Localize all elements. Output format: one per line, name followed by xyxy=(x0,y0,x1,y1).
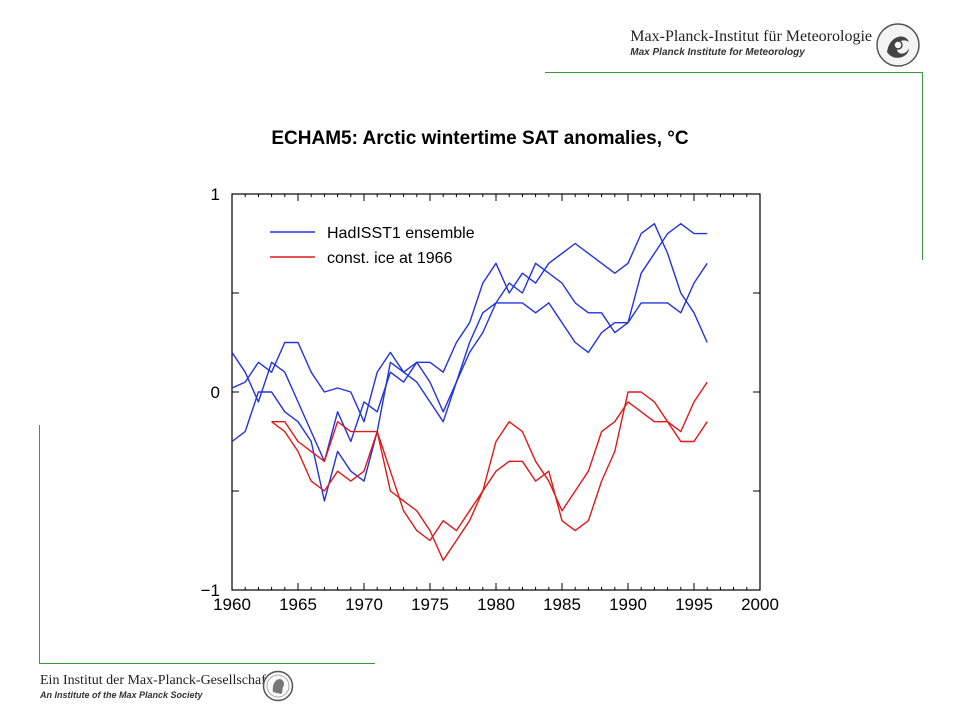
footer-rule-horizontal xyxy=(39,663,375,664)
series-line-2 xyxy=(231,262,708,423)
y-tick-label: −1 xyxy=(201,581,220,600)
society-name-german: Ein Institut der Max-Planck-Gesellschaft xyxy=(40,673,270,688)
axis-ticks xyxy=(231,193,761,591)
x-tick-label: 1970 xyxy=(345,595,383,614)
institute-header: Max-Planck-Institut für Meteorologie Max… xyxy=(630,28,872,58)
legend-label: HadISST1 ensemble xyxy=(327,225,475,242)
y-tick-label: 0 xyxy=(211,383,220,402)
series-line-3 xyxy=(231,222,708,502)
y-tick-labels: 1 0 −1 xyxy=(201,185,220,600)
x-tick-label: 1995 xyxy=(675,595,713,614)
x-tick-label: 1980 xyxy=(477,595,515,614)
plot-frame xyxy=(231,193,761,591)
x-tick-label: 1985 xyxy=(543,595,581,614)
x-tick-label: 1990 xyxy=(609,595,647,614)
header-rule-horizontal xyxy=(545,72,923,73)
society-footer: Ein Institut der Max-Planck-Gesellschaft… xyxy=(40,673,270,700)
x-tick-label: 2000 xyxy=(741,595,779,614)
series-lines xyxy=(231,222,708,561)
footer-rule-vertical xyxy=(39,425,40,664)
legend: HadISST1 ensemble const. ice at 1966 xyxy=(270,225,475,267)
legend-label: const. ice at 1966 xyxy=(327,250,453,267)
society-name-english: An Institute of the Max Planck Society xyxy=(40,690,203,700)
x-tick-label: 1975 xyxy=(411,595,449,614)
max-planck-society-seal xyxy=(262,670,294,702)
series-line-5 xyxy=(271,391,708,542)
mpi-meteorology-logo xyxy=(876,23,920,67)
institute-name-german: Max-Planck-Institut für Meteorologie xyxy=(630,28,872,45)
x-tick-label: 1960 xyxy=(213,595,251,614)
series-line-4 xyxy=(271,381,708,561)
y-tick-label: 1 xyxy=(211,185,220,204)
x-tick-labels: 1960 1965 1970 1975 1980 1985 1990 1995 2000 xyxy=(213,595,779,614)
institute-name-english: Max Planck Institute for Meteorology xyxy=(630,47,805,58)
series-line-1 xyxy=(231,222,708,462)
x-tick-label: 1965 xyxy=(279,595,317,614)
chart-title: ECHAM5: Arctic wintertime SAT anomalies,… xyxy=(271,128,689,149)
header-rule-vertical xyxy=(922,72,923,260)
